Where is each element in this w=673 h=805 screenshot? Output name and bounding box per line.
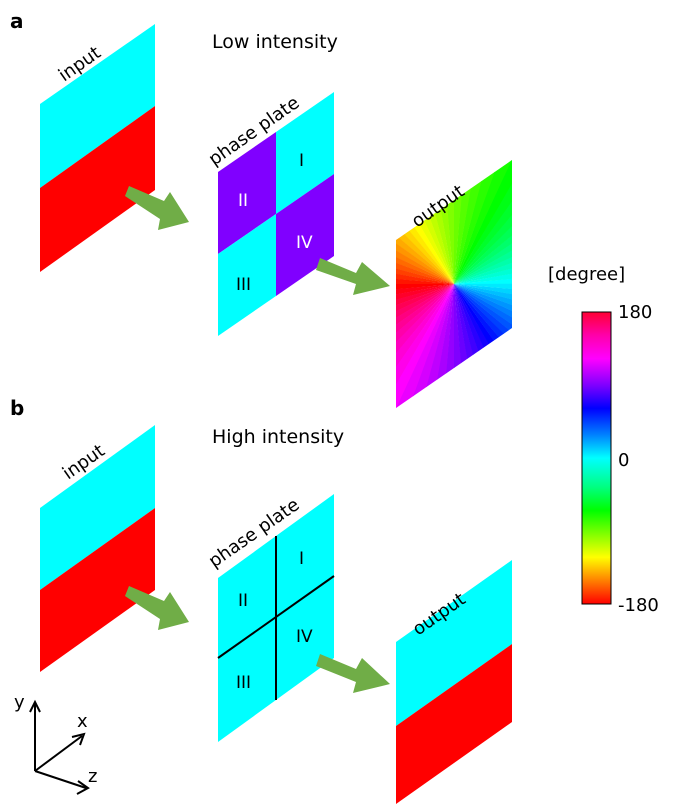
- panel-b-arrow-1: [125, 586, 189, 630]
- vortex-wedge: [454, 284, 512, 323]
- vortex-wedge: [396, 160, 454, 284]
- vortex-wedge: [454, 160, 512, 284]
- vortex-wedge: [396, 284, 454, 361]
- vortex-wedge: [454, 284, 512, 408]
- vortex-wedge: [454, 160, 512, 284]
- panel-a-quadrant-II: II: [238, 191, 248, 211]
- colorbar-min-label: -180: [618, 595, 659, 616]
- vortex-wedge: [454, 284, 512, 394]
- vortex-wedge: [454, 173, 512, 284]
- vortex-wedge: [396, 284, 454, 342]
- vortex-wedge: [396, 174, 454, 284]
- colorbar-unit: [degree]: [548, 264, 625, 285]
- colorbar: [581, 311, 612, 605]
- panel-b-quadrant-II: II: [238, 591, 248, 611]
- vortex-wedge: [396, 264, 454, 285]
- vortex-wedge: [454, 160, 512, 284]
- vortex-wedge: [454, 207, 512, 284]
- vortex-wedge: [396, 160, 454, 284]
- vortex-wedge: [454, 284, 512, 408]
- vortex-wedge: [396, 208, 454, 284]
- coordinate-axes: [29, 699, 90, 795]
- vortex-wedge: [396, 284, 454, 408]
- vortex-wedge: [454, 284, 512, 341]
- vortex-wedge: [396, 284, 454, 408]
- vortex-wedge: [454, 160, 512, 284]
- panel-b-phase-plate: [217, 494, 335, 742]
- vortex-wedge: [454, 284, 512, 377]
- vortex-wedge: [396, 160, 454, 284]
- panel-a-quadrant-I: I: [299, 151, 304, 171]
- vortex-wedge: [396, 227, 454, 284]
- vortex-wedge: [396, 284, 454, 408]
- panel-a-letter: a: [10, 9, 24, 33]
- panel-b-quadrant-IV: IV: [296, 627, 313, 647]
- vortex-wedge: [454, 160, 512, 284]
- vortex-wedge: [396, 284, 454, 408]
- axis-y-label: y: [14, 692, 25, 713]
- panel-a-phase-plate: [218, 92, 334, 336]
- vortex-wedge: [396, 191, 454, 284]
- vortex-wedge: [454, 284, 512, 360]
- colorbar-mid-label: 0: [618, 450, 629, 471]
- vortex-wedge: [454, 284, 512, 408]
- vortex-wedge: [396, 284, 454, 408]
- vortex-wedge: [454, 160, 512, 284]
- vortex-wedge: [454, 226, 512, 284]
- panel-a-quadrant-IV: IV: [296, 233, 313, 253]
- vortex-wedge: [396, 284, 454, 395]
- panel-b-title: High intensity: [212, 426, 344, 448]
- panel-b-quadrant-III: III: [236, 673, 251, 693]
- vortex-wedge: [454, 160, 512, 284]
- vortex-wedge: [454, 284, 512, 408]
- axis-z-label: z: [88, 766, 97, 787]
- panel-b-input-plane: [40, 425, 155, 672]
- panel-a-arrow-1: [125, 186, 189, 230]
- vortex-wedge: [396, 245, 454, 284]
- vortex-wedge: [396, 284, 454, 408]
- panel-b-letter: b: [10, 396, 24, 420]
- panel-a-title: Low intensity: [212, 31, 338, 53]
- vortex-wedge: [454, 190, 512, 284]
- vortex-wedge: [396, 284, 454, 408]
- vortex-wedge: [396, 160, 454, 284]
- vortex-wedge: [454, 283, 512, 304]
- vortex-wedge: [396, 160, 454, 284]
- panel-a-input-plane: [40, 24, 155, 272]
- vortex-wedge: [396, 284, 454, 408]
- panel-b-quadrant-I: I: [299, 549, 304, 569]
- colorbar-max-label: 180: [618, 302, 652, 323]
- vortex-wedge: [396, 160, 454, 284]
- vortex-wedge: [454, 284, 512, 408]
- panel-a-quadrant-III: III: [236, 275, 251, 295]
- vortex-wedge: [396, 284, 454, 378]
- axis-x-label: x: [77, 711, 88, 732]
- vortex-wedge: [396, 284, 454, 408]
- vortex-wedge: [454, 284, 512, 408]
- panel-b-output-plane: [396, 560, 512, 804]
- vortex-wedge: [454, 160, 512, 284]
- panel-b-arrow-2: [316, 654, 390, 693]
- vortex-wedge: [454, 160, 512, 284]
- panel-a-arrow-2: [316, 258, 390, 295]
